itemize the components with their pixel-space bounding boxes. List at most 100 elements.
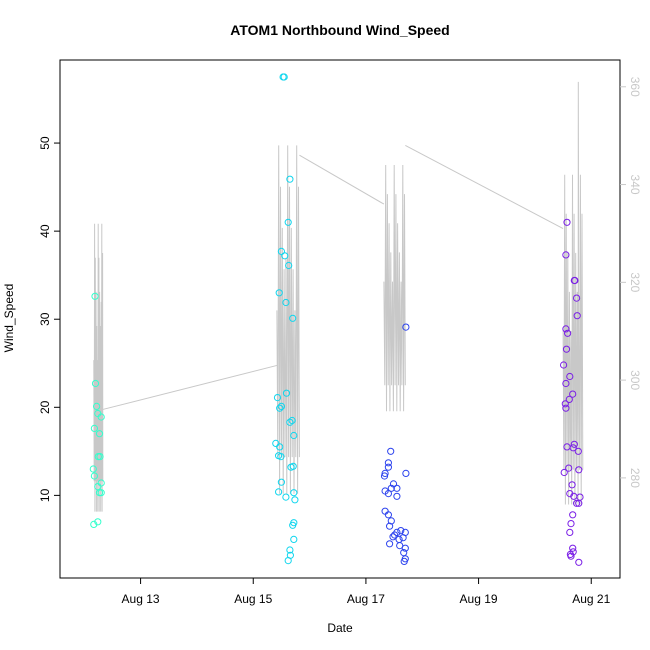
x-tick-label: Aug 19 xyxy=(460,592,498,606)
data-point xyxy=(273,394,282,402)
data-point xyxy=(277,478,285,486)
x-tick-label: Aug 13 xyxy=(122,592,160,606)
data-point xyxy=(569,511,577,519)
data-point xyxy=(284,557,292,565)
data-point xyxy=(573,312,581,320)
data-point xyxy=(402,469,410,477)
data-point xyxy=(284,218,292,226)
secondary-line-bridge-2 xyxy=(299,154,385,205)
data-point xyxy=(387,447,395,455)
x-tick-label: Aug 21 xyxy=(572,592,610,606)
data-point xyxy=(575,466,583,474)
data-point xyxy=(97,479,105,487)
data-point xyxy=(275,488,283,496)
data-point xyxy=(391,531,399,539)
y-tick-label: 30 xyxy=(38,312,52,326)
data-point xyxy=(560,468,568,477)
data-point xyxy=(280,73,288,81)
data-point xyxy=(397,527,405,535)
y2-tick-label: 340 xyxy=(628,175,642,195)
data-point xyxy=(290,431,298,440)
data-point xyxy=(568,481,576,489)
data-point xyxy=(393,492,401,500)
data-point xyxy=(90,424,99,432)
data-point xyxy=(289,462,297,470)
secondary-line-bridge-1 xyxy=(102,364,278,410)
secondary-line-bridge-3 xyxy=(405,145,564,229)
data-point xyxy=(380,472,389,480)
data-point xyxy=(89,465,97,473)
data-point xyxy=(277,247,285,255)
data-point xyxy=(90,472,99,480)
data-point xyxy=(97,489,105,497)
data-point xyxy=(567,552,575,560)
y-tick-label: 50 xyxy=(38,136,52,150)
x-tick-label: Aug 15 xyxy=(234,592,272,606)
data-point xyxy=(567,520,575,528)
secondary-line-cluster-3 xyxy=(383,164,406,412)
y-tick-label: 40 xyxy=(38,224,52,238)
data-point xyxy=(575,558,583,566)
data-point xyxy=(560,361,568,369)
points-layer xyxy=(89,73,584,566)
y-axis: 10 20 30 40 50 xyxy=(38,136,60,502)
secondary-line-cluster-1 xyxy=(93,223,104,512)
data-point xyxy=(563,218,571,226)
data-point xyxy=(571,276,579,285)
data-point xyxy=(399,534,407,542)
data-point xyxy=(384,490,392,498)
data-point xyxy=(275,289,283,297)
data-point xyxy=(565,395,573,403)
data-point xyxy=(570,440,578,448)
data-point xyxy=(289,521,297,529)
data-point xyxy=(384,511,392,519)
data-point xyxy=(562,404,570,412)
y-axis-label: Wind_Speed xyxy=(2,284,16,353)
data-point xyxy=(393,484,401,492)
y2-tick-label: 320 xyxy=(628,272,642,292)
y2-axis: 280 300 320 340 360 xyxy=(620,77,642,488)
x-axis-label: Date xyxy=(327,621,353,635)
data-point xyxy=(277,453,285,461)
data-point xyxy=(289,314,297,322)
data-point xyxy=(564,329,572,337)
data-point xyxy=(561,400,569,408)
data-point xyxy=(95,430,104,438)
data-point xyxy=(387,484,395,492)
data-point xyxy=(288,416,296,425)
data-point xyxy=(276,404,284,412)
data-point xyxy=(389,480,398,488)
secondary-line xyxy=(93,81,584,512)
data-point xyxy=(291,496,299,504)
data-point xyxy=(381,469,389,477)
data-point xyxy=(282,493,290,501)
data-point xyxy=(277,402,285,410)
secondary-line-cluster-2 xyxy=(276,145,300,494)
data-point xyxy=(573,499,581,507)
data-point xyxy=(566,372,574,381)
data-point xyxy=(569,444,577,452)
y2-tick-label: 360 xyxy=(628,77,642,97)
data-point xyxy=(91,379,100,388)
secondary-line-cluster-4 xyxy=(562,81,584,505)
data-point xyxy=(91,292,99,300)
data-point xyxy=(282,298,290,307)
data-point xyxy=(565,464,573,472)
y-tick-label: 10 xyxy=(38,488,52,502)
data-point xyxy=(386,522,394,530)
data-point xyxy=(562,251,570,259)
x-axis: Aug 13 Aug 15 Aug 17 Aug 19 Aug 21 xyxy=(122,578,611,606)
data-point xyxy=(96,453,104,461)
data-point xyxy=(97,413,105,421)
data-point xyxy=(90,520,98,529)
y-tick-label: 20 xyxy=(38,400,52,414)
data-point xyxy=(276,443,284,451)
data-point xyxy=(574,447,582,455)
y2-tick-label: 300 xyxy=(628,370,642,390)
data-point xyxy=(395,535,403,544)
data-point xyxy=(573,294,581,302)
data-point xyxy=(562,345,571,353)
data-point xyxy=(389,533,397,541)
y2-tick-label: 280 xyxy=(628,468,642,488)
